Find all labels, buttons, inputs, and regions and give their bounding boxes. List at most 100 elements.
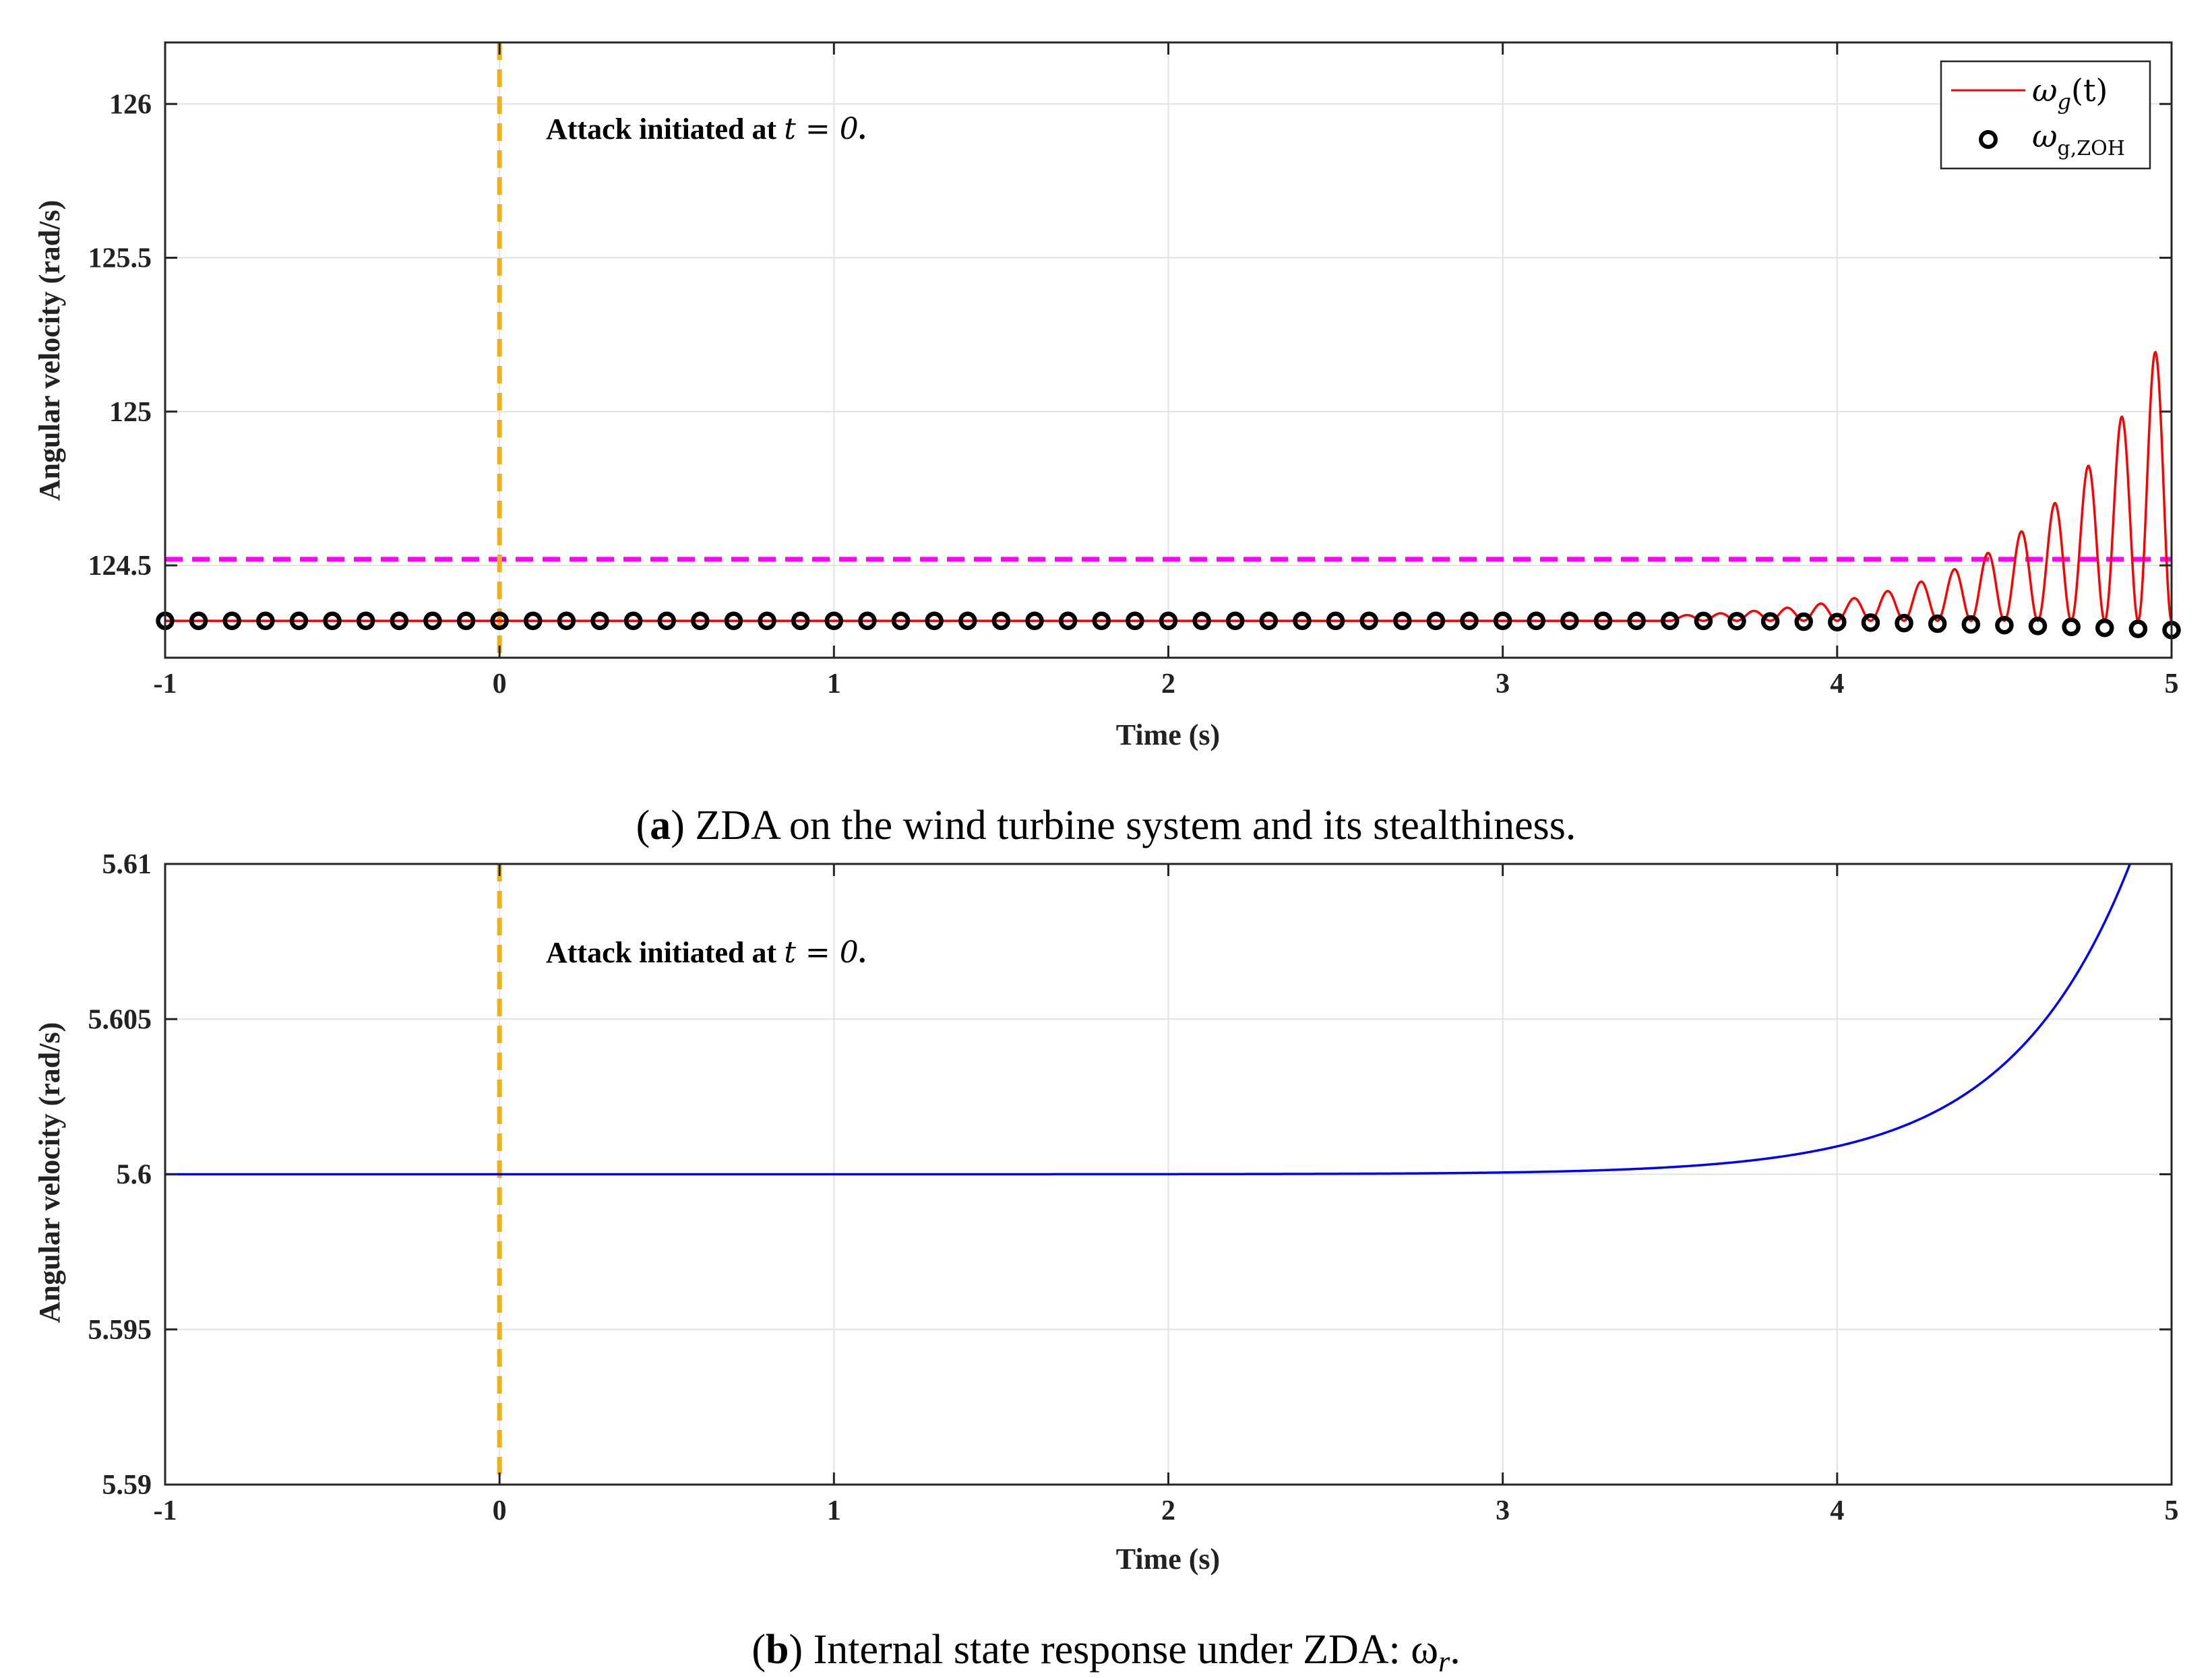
x-tick-label: 5	[2165, 1495, 2179, 1526]
caption-b-text: ) Internal state response under ZDA: ω	[789, 1627, 1438, 1673]
chart-b-ylabel: Angular velocity (rad/s)	[33, 1022, 66, 1324]
caption-b-sub: r	[1438, 1645, 1450, 1678]
zoh-sample-point	[557, 611, 576, 630]
zoh-sample-point	[824, 611, 844, 630]
zoh-sample-point	[1928, 614, 1947, 633]
legend-label-omega-g-t-rest: (t)	[2071, 72, 2108, 108]
zoh-sample-point	[991, 611, 1011, 630]
zoh-sample-point	[1259, 611, 1279, 630]
y-tick-label: 5.59	[102, 1470, 152, 1501]
chart-b-ticks: -1 0 1 2 3 4 5 5.59 5.595 5.6 5.605 5.61	[88, 849, 2179, 1526]
x-tick-label: 1	[827, 669, 841, 700]
zoh-sample-point	[1593, 611, 1613, 630]
chart-b-annotation-math: t = 0	[784, 935, 859, 970]
caption-b-end: .	[1450, 1627, 1461, 1673]
x-tick-label: 2	[1161, 1495, 1175, 1526]
zoh-sample-point	[1661, 611, 1680, 631]
y-tick-label: 125	[109, 397, 152, 428]
x-tick-label: -1	[154, 669, 177, 700]
zoh-sample-point	[289, 611, 309, 630]
x-tick-label: 5	[2165, 669, 2179, 700]
zoh-sample-point	[1560, 611, 1579, 630]
chart-b-plot-area	[165, 864, 2132, 1485]
zoh-sample-point	[691, 611, 710, 630]
legend-label-omega-g-zoh: ωg,ZOH	[2032, 118, 2125, 160]
zoh-sample-point	[1760, 612, 1780, 631]
zoh-sample-point	[1192, 611, 1211, 630]
chart-a-annotation-prefix: Attack initiated at	[546, 113, 784, 146]
legend-label-omega-g-t-main: ω	[2032, 72, 2058, 108]
chart-b: -1 0 1 2 3 4 5 5.59 5.595 5.6 5.605 5.61 Time (s) A…	[33, 849, 2179, 1576]
chart-a: -1 0 1 2 3 4 5 124.5 125 125.5 126 Time (s) Angula…	[33, 41, 2181, 751]
legend-box	[1940, 60, 2151, 170]
caption-a-text: ) ZDA on the wind turbine system and its…	[671, 803, 1576, 848]
zoh-sample-point	[524, 611, 543, 630]
zoh-sample-point	[791, 611, 810, 630]
x-tick-label: -1	[154, 1495, 177, 1526]
zoh-sample-point	[189, 611, 208, 630]
zoh-sample-point	[1058, 611, 1078, 630]
x-tick-label: 0	[493, 1495, 507, 1526]
y-tick-label: 125.5	[88, 243, 152, 274]
zoh-sample-point	[724, 611, 743, 630]
zoh-sample-point	[256, 611, 275, 630]
chart-a-ylabel: Angular velocity (rad/s)	[33, 200, 66, 501]
zoh-sample-point	[490, 611, 509, 630]
zoh-sample-point	[1895, 613, 1913, 633]
x-tick-label: 3	[1496, 669, 1510, 700]
x-tick-label: 1	[827, 1495, 841, 1526]
legend-label-omega-g-t-sub: g	[2058, 89, 2071, 115]
chart-a-xlabel: Time (s)	[1116, 718, 1220, 751]
chart-a-ticks: -1 0 1 2 3 4 5 124.5 125 125.5 126	[88, 42, 2179, 700]
zoh-sample-point	[958, 611, 977, 630]
zoh-sample-point	[423, 611, 442, 630]
x-tick-label: 2	[1161, 669, 1175, 700]
zoh-sample-point	[1326, 611, 1345, 630]
chart-b-xlabel: Time (s)	[1116, 1543, 1220, 1576]
y-tick-label: 124.5	[88, 551, 152, 582]
zoh-sample-point	[1426, 611, 1446, 630]
zoh-sample-point	[1694, 611, 1713, 631]
y-tick-label: 5.595	[88, 1315, 152, 1346]
zoh-sample-point	[456, 611, 476, 630]
x-tick-label: 3	[1496, 1495, 1510, 1526]
zoh-sample-point	[891, 611, 911, 630]
zoh-sample-point	[758, 611, 776, 630]
zoh-sample-point	[1995, 615, 2014, 635]
zoh-sample-point	[1861, 613, 1880, 632]
zoh-sample-point	[1460, 611, 1479, 630]
series-group	[165, 42, 2172, 658]
zoh-sample-point	[1025, 611, 1044, 630]
zoh-sample-point	[1225, 611, 1245, 630]
zoh-sample-point	[1359, 611, 1378, 630]
chart-b-annotation: Attack initiated at t = 0.	[546, 935, 866, 970]
zoh-sample-point	[1126, 611, 1144, 630]
zoh-sample-point	[1627, 611, 1646, 630]
chart-b-annotation-prefix: Attack initiated at	[546, 936, 784, 969]
zoh-sample-point	[2028, 617, 2048, 635]
legend-label-omega-g-zoh-main: ω	[2032, 118, 2058, 154]
x-tick-label: 0	[493, 669, 507, 700]
zoh-sample-point	[2128, 619, 2148, 639]
zoh-sample-point	[1727, 611, 1746, 631]
zoh-sample-point	[858, 611, 877, 630]
zoh-sample-point	[390, 611, 409, 630]
zoh-sample-point	[1493, 611, 1512, 630]
zoh-sample-point	[1092, 611, 1111, 630]
chart-a-annotation: Attack initiated at t = 0.	[546, 112, 866, 146]
zoh-sample-point	[1293, 611, 1312, 630]
x-tick-label: 4	[1830, 669, 1844, 700]
y-tick-label: 5.605	[88, 1004, 152, 1035]
zoh-sample-point	[657, 611, 676, 630]
series-line-omega-r	[165, 864, 2132, 1176]
chart-a-annotation-suffix: .	[859, 113, 866, 146]
zoh-sample-point	[2095, 618, 2114, 638]
caption-a: (a) ZDA on the wind turbine system and i…	[636, 803, 1576, 848]
zoh-sample-point	[1159, 611, 1178, 630]
chart-a-plot-area	[156, 42, 2181, 658]
series-group	[165, 864, 2132, 1485]
zoh-sample-point	[1961, 615, 1981, 634]
caption-a-letter: a	[650, 803, 671, 848]
y-tick-label: 5.6	[117, 1160, 152, 1191]
